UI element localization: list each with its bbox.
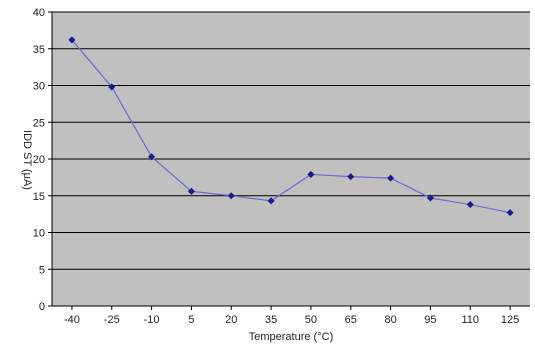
- x-tick-label: -25: [104, 314, 120, 326]
- data-point: [426, 194, 434, 202]
- y-tick-label: 25: [33, 117, 45, 129]
- series-line: [71, 39, 511, 214]
- data-point: [187, 187, 195, 195]
- data-point: [466, 201, 474, 209]
- y-tick-label: 30: [33, 81, 45, 93]
- y-tick-label: 40: [33, 7, 45, 19]
- x-tick-label: 35: [265, 314, 277, 326]
- y-tick-label: 20: [33, 154, 45, 166]
- data-point: [148, 153, 156, 161]
- x-tick-label: -40: [64, 314, 80, 326]
- x-tick-label: 110: [461, 314, 479, 326]
- x-tick-label: -10: [144, 314, 160, 326]
- gridlines: [52, 11, 530, 270]
- x-tick-label: 65: [345, 314, 357, 326]
- x-tick-label: 5: [188, 314, 194, 326]
- y-tick-label: 0: [39, 301, 45, 313]
- y-tick-label: 10: [33, 228, 45, 240]
- y-tick-label: 35: [33, 44, 45, 56]
- y-axis-label: IDD ST (μA): [21, 130, 33, 190]
- data-point: [506, 209, 514, 217]
- x-tick-label: 20: [225, 314, 237, 326]
- y-ticks: 0 5 10 15 20 25 30 35 40: [33, 7, 52, 313]
- x-tick-label: 50: [305, 314, 317, 326]
- x-tick-label: 125: [501, 314, 519, 326]
- data-point: [347, 173, 355, 181]
- y-tick-label: 5: [39, 264, 45, 276]
- data-point: [108, 83, 116, 91]
- series-group: [68, 36, 514, 217]
- data-point: [387, 174, 395, 182]
- data-point: [227, 192, 235, 200]
- data-point: [267, 197, 275, 205]
- x-tick-label: 80: [384, 314, 396, 326]
- x-tick-label: 95: [424, 314, 436, 326]
- y-tick-label: 15: [33, 191, 45, 203]
- x-axis-label: Temperature (°C): [249, 331, 333, 343]
- data-point: [307, 170, 315, 178]
- x-ticks: -40 -25 -10 5 20 35 50 65 80 95 110 125: [64, 306, 519, 326]
